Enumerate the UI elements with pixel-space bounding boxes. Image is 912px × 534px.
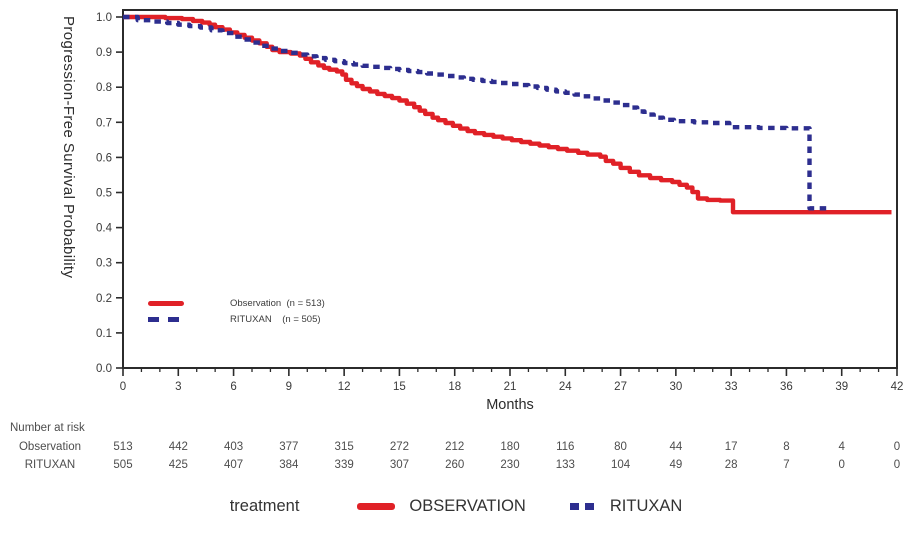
risk-value: 230 (500, 459, 520, 471)
y-tick-label: 0.5 (96, 188, 112, 200)
observation-line-swatch (357, 503, 396, 510)
x-tick-label: 6 (230, 381, 236, 393)
x-tick-label: 36 (780, 381, 793, 393)
series-rituxan-line (123, 14, 829, 211)
bottom-legend-item-observation: OBSERVATION (357, 497, 526, 516)
x-tick-label: 27 (614, 381, 627, 393)
risk-value: 212 (445, 441, 465, 453)
y-tick-label: 0.2 (96, 293, 112, 305)
risk-value: 260 (445, 459, 465, 471)
risk-value: 425 (168, 459, 188, 471)
x-tick-label: 39 (835, 381, 848, 393)
bottom-legend-label-observation: OBSERVATION (409, 497, 526, 515)
x-tick-label: 9 (286, 381, 292, 393)
risk-value: 307 (389, 459, 410, 471)
y-tick-label: 0.8 (96, 82, 112, 94)
risk-value: 403 (223, 441, 244, 453)
y-axis-title: Progression-Free Survival Probability (60, 16, 77, 279)
plot-legend: Observation (n = 513) RITUXAN (n = 505) (148, 295, 325, 327)
risk-value: 272 (389, 441, 410, 453)
x-tick-label: 18 (448, 381, 461, 393)
rituxan-line-swatch (569, 503, 596, 510)
y-tick-label: 0.0 (96, 363, 112, 375)
x-tick-label: 33 (725, 381, 738, 393)
risk-row-label-rituxan: RITUXAN (24, 459, 76, 471)
x-tick-label: 30 (669, 381, 682, 393)
risk-value: 80 (614, 441, 627, 453)
x-tick-label: 42 (891, 381, 904, 393)
risk-value: 442 (168, 441, 188, 453)
y-tick-label: 0.7 (96, 117, 112, 129)
bottom-legend-label-rituxan: RITUXAN (609, 497, 683, 515)
rituxan-line-swatch (148, 316, 186, 322)
x-tick-label: 21 (504, 381, 517, 393)
bottom-legend-item-rituxan: RITUXAN (569, 497, 683, 516)
x-tick-label: 12 (338, 381, 351, 393)
risk-value: 180 (500, 441, 520, 453)
risk-row-label-observation: Observation (18, 441, 81, 453)
risk-table-title: Number at risk (10, 422, 85, 434)
risk-value: 4 (838, 441, 845, 453)
legend-row-rituxan: RITUXAN (n = 505) (148, 311, 325, 327)
legend-row-observation: Observation (n = 513) (148, 295, 325, 311)
bottom-legend-title: treatment (229, 497, 300, 515)
risk-value: 0 (893, 441, 901, 453)
series-observation-line (123, 14, 892, 215)
risk-value: 0 (838, 459, 845, 471)
risk-value: 104 (610, 459, 631, 471)
risk-value: 116 (556, 441, 575, 453)
x-axis-title: Months (486, 397, 534, 413)
risk-value: 339 (334, 459, 354, 471)
x-tick-label: 15 (393, 381, 406, 393)
risk-value: 505 (113, 459, 133, 471)
risk-value: 49 (669, 459, 683, 471)
y-tick-label: 0.1 (96, 328, 112, 340)
observation-line-swatch (148, 300, 186, 306)
risk-value: 7 (783, 459, 790, 471)
y-tick-label: 1.0 (96, 12, 112, 24)
risk-value: 315 (334, 441, 354, 453)
risk-value: 44 (669, 441, 683, 453)
risk-value: 0 (893, 459, 901, 471)
y-tick-label: 0.6 (96, 152, 112, 164)
y-tick-label: 0.3 (96, 258, 112, 270)
risk-value: 377 (279, 441, 299, 453)
x-tick-label: 0 (120, 381, 126, 393)
x-tick-label: 24 (559, 381, 572, 393)
risk-value: 17 (724, 441, 738, 453)
risk-value: 133 (555, 459, 575, 471)
y-tick-label: 0.4 (96, 223, 113, 235)
risk-value: 513 (113, 441, 133, 453)
bottom-legend: treatment OBSERVATION RITUXAN (0, 497, 912, 516)
risk-value: 384 (279, 459, 299, 471)
y-tick-label: 0.9 (96, 47, 112, 59)
km-plot: 0.00.10.20.30.40.50.60.70.80.91.00 3 6 9 12 1… (96, 9, 904, 393)
risk-value: 407 (223, 459, 244, 471)
legend-label-rituxan: RITUXAN (n = 505) (230, 313, 321, 325)
x-tick-label: 3 (175, 381, 181, 393)
risk-value: 8 (783, 441, 790, 453)
risk-value: 28 (724, 459, 738, 471)
legend-label-observation: Observation (n = 513) (230, 297, 325, 309)
